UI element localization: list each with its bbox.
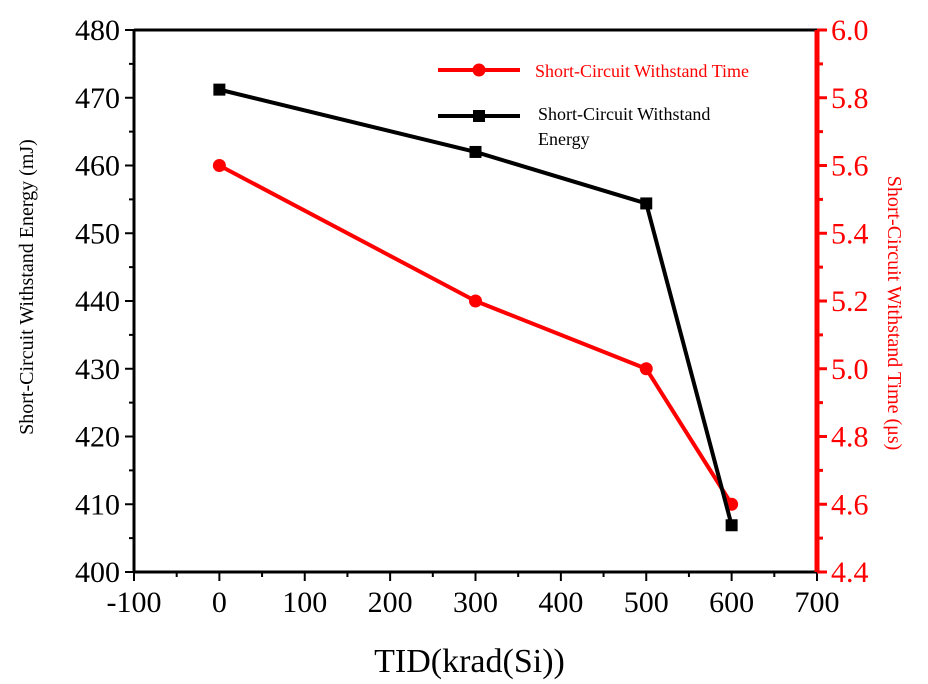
y-right-tick-label: 5.8: [831, 82, 869, 115]
y-left-tick-label: 420: [75, 421, 120, 454]
y-axis-right-label: Short-Circuit Withstand Time (μs): [883, 176, 905, 451]
data-point: [469, 294, 482, 308]
y-left-tick-label: 440: [75, 285, 120, 318]
legend-label: Short-Circuit Withstand Energy: [538, 104, 710, 149]
y-right-tick-label: 4.6: [831, 488, 869, 521]
legend-item: Short-Circuit Withstand Time: [438, 61, 749, 81]
y-left-tick-label: 450: [75, 217, 120, 250]
axes-layer: -100 0 100 200 300 400 500 600 700 400 410 420 430 44…: [75, 14, 869, 619]
x-tick-label: -100: [107, 586, 162, 619]
data-point: [212, 159, 226, 172]
y-left-tick-label: 460: [75, 150, 120, 183]
data-point: [640, 197, 653, 210]
series-withstand-time: [212, 159, 739, 511]
y-axis-left-label: Short-Circuit Withstand Energy (mJ): [16, 139, 38, 435]
y-right-tick-label: 4.8: [831, 421, 869, 454]
y-right-tick-label: 6.0: [831, 14, 869, 47]
y-left-tick-label: 410: [75, 488, 120, 521]
data-point: [725, 519, 738, 532]
series-line: [218, 87, 734, 526]
y-left-tick-label: 430: [75, 353, 120, 386]
y-left-tick-label: 480: [75, 14, 120, 47]
x-tick-label: 200: [368, 586, 413, 619]
y-left-tick-label: 400: [75, 556, 120, 589]
legend-item: Short-Circuit Withstand Energy: [438, 104, 710, 149]
data-point: [469, 145, 482, 158]
y-left-tick-label: 470: [75, 82, 120, 115]
x-tick-label: 100: [282, 586, 327, 619]
y-right-tick-label: 5.6: [831, 150, 869, 183]
series-withstand-energy: [213, 83, 738, 532]
x-tick-label: 500: [624, 586, 669, 619]
data-point: [639, 362, 653, 376]
y-right-tick-label: 5.4: [831, 217, 869, 250]
data-point: [213, 83, 226, 96]
x-tick-label: 600: [709, 586, 754, 619]
legend-label: Short-Circuit Withstand Time: [535, 61, 749, 81]
series-line: [218, 163, 734, 506]
x-axis-label: TID(krad(Si)): [374, 643, 565, 680]
x-tick-label: 300: [453, 586, 498, 619]
legend-marker: [472, 63, 486, 77]
y-right-tick-label: 5.2: [831, 285, 869, 318]
y-right-tick-label: 5.0: [831, 353, 869, 386]
x-tick-label: 400: [538, 586, 583, 619]
axis-labels-layer: TID(krad(Si)) Short-Circuit Withstand En…: [16, 139, 905, 680]
legend-marker: [473, 110, 485, 122]
x-tick-label: 700: [795, 586, 840, 619]
series-layer: [212, 83, 739, 532]
x-tick-label: 0: [212, 586, 227, 619]
y-right-tick-label: 4.4: [831, 556, 869, 589]
legend: Short-Circuit Withstand Time Short-Circui…: [438, 61, 749, 149]
